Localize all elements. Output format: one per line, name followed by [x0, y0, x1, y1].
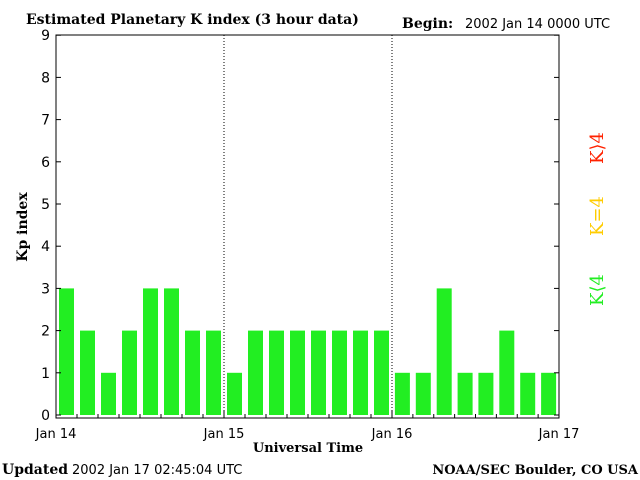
- kp-bar-24: [541, 372, 557, 415]
- x-axis: Jan 14 Jan 15 Jan 16 Jan 17: [35, 410, 580, 442]
- y-tick-label-7: 7: [41, 113, 50, 129]
- x-tick-label-1: Jan 15: [203, 427, 245, 442]
- kp-bar-6: [164, 288, 179, 415]
- bars-group: [59, 288, 557, 415]
- y-axis: 0 1 2 3 4 5 6 7 8 9: [41, 28, 559, 424]
- updated-label: Updated: [2, 462, 68, 478]
- legend-item-1: K⟨4: [587, 274, 608, 306]
- y-axis-label: Kp index: [15, 192, 31, 262]
- credit-text: NOAA/SEC Boulder, CO USA: [432, 463, 639, 478]
- y-tick-label-2: 2: [41, 324, 50, 340]
- kp-bar-19: [436, 288, 452, 415]
- kp-bar-8: [206, 330, 221, 415]
- plot-area: [55, 34, 560, 419]
- x-tick-label-0: Jan 14: [35, 427, 77, 442]
- kp-bar-7: [185, 330, 200, 415]
- kp-bar-12: [290, 330, 305, 415]
- y-tick-label-6: 6: [41, 155, 50, 171]
- kp-bar-5: [143, 288, 158, 415]
- y-tick-label-9: 9: [41, 28, 50, 44]
- kp-bar-21: [478, 372, 494, 415]
- kp-bar-9: [227, 372, 242, 415]
- y-tick-label-4: 4: [41, 239, 50, 255]
- kp-bar-23: [520, 372, 536, 415]
- kp-bar-15: [353, 330, 368, 415]
- kp-bar-13: [311, 330, 326, 415]
- legend: K⟨4 K=4 K⟩4: [587, 132, 608, 306]
- begin-label: Begin:: [402, 16, 453, 32]
- legend-item-3: K⟩4: [587, 132, 608, 164]
- y-tick-label-3: 3: [41, 281, 50, 297]
- x-tick-label-2: Jan 16: [371, 427, 413, 442]
- kp-bar-3: [101, 372, 116, 415]
- x-axis-label: Universal Time: [253, 441, 363, 456]
- kp-bar-17: [394, 372, 410, 415]
- kp-bar-2: [80, 330, 95, 415]
- kp-bar-18: [415, 372, 431, 415]
- kp-bar-10: [248, 330, 263, 415]
- begin-value: 2002 Jan 14 0000 UTC: [465, 17, 610, 32]
- kp-bar-11: [269, 330, 284, 415]
- y-tick-label-8: 8: [41, 70, 50, 86]
- x-tick-label-3: Jan 17: [538, 427, 580, 442]
- y-tick-label-1: 1: [41, 366, 50, 382]
- kp-bar-14: [332, 330, 347, 415]
- legend-item-2: K=4: [587, 196, 608, 236]
- updated-value: 2002 Jan 17 02:45:04 UTC: [72, 463, 242, 478]
- kp-bar-20: [457, 372, 473, 415]
- chart-title: Estimated Planetary K index (3 hour data…: [26, 12, 359, 28]
- kp-bar-22: [499, 330, 515, 415]
- kp-bar-16: [374, 330, 389, 415]
- kp-bar-1: [59, 288, 74, 415]
- kp-bar-4: [122, 330, 137, 415]
- y-tick-label-5: 5: [41, 197, 50, 213]
- y-tick-label-0: 0: [41, 408, 50, 424]
